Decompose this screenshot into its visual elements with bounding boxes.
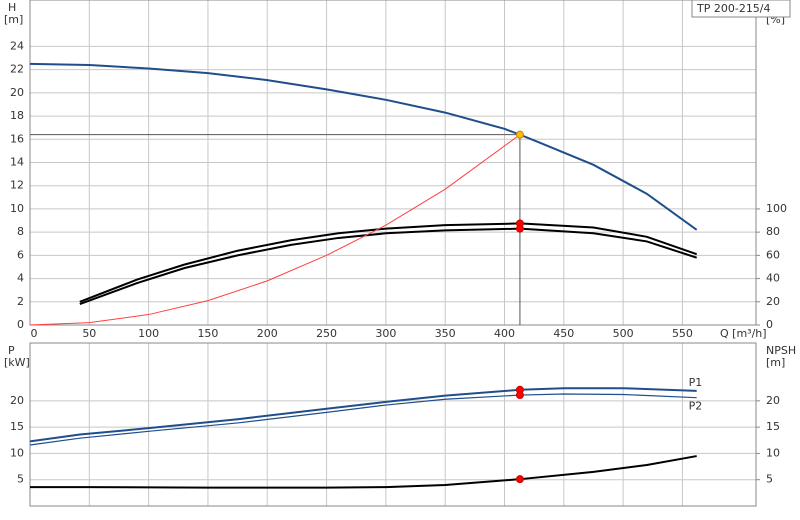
plot-frame	[29, 0, 757, 326]
y2-tick-label: 10	[766, 446, 780, 459]
y-tick-label: 0	[17, 318, 24, 331]
series-line	[29, 393, 697, 446]
x-tick-label: 50	[82, 327, 96, 340]
y-tick-label: 14	[10, 156, 24, 169]
x-tick-label: 500	[613, 327, 634, 340]
y-tick-label: 8	[17, 225, 24, 238]
y2-tick-label: 15	[766, 420, 780, 433]
x-tick-label: 200	[257, 327, 278, 340]
y-axis-unit: [kW]	[4, 356, 30, 369]
series-line	[29, 134, 521, 326]
y-tick-label: 12	[10, 179, 24, 192]
y2-tick-label: 0	[766, 318, 773, 331]
y-tick-label: 24	[10, 39, 24, 52]
operating-point	[515, 130, 524, 139]
x-tick-label: 400	[494, 327, 515, 340]
x-tick-label: 450	[553, 327, 574, 340]
y-tick-label: 16	[10, 132, 24, 145]
x-axis-label: Q [m³/h]	[720, 327, 767, 340]
operating-point	[515, 391, 524, 400]
series-label: P2	[689, 400, 703, 413]
series-line	[79, 227, 697, 306]
plot-frame	[29, 342, 757, 507]
chart-title: TP 200-215/4	[696, 2, 771, 15]
y-tick-label: 15	[10, 420, 24, 433]
title-box	[691, 0, 791, 18]
y2-tick-label: 40	[766, 272, 780, 285]
y2-tick-label: 100	[766, 202, 787, 215]
y2-tick-label: 80	[766, 225, 780, 238]
y-tick-label: 10	[10, 446, 24, 459]
x-tick-label: 150	[197, 327, 218, 340]
series-line	[29, 62, 698, 231]
x-tick-label: 0	[31, 327, 38, 340]
y2-tick-label: 5	[766, 473, 773, 486]
x-tick-label: 300	[375, 327, 396, 340]
y-axis-label: H	[8, 1, 16, 14]
y-tick-label: 5	[17, 473, 24, 486]
y-tick-label: 20	[10, 394, 24, 407]
x-tick-label: 550	[672, 327, 693, 340]
x-tick-label: 100	[138, 327, 159, 340]
y-tick-label: 18	[10, 109, 24, 122]
y-tick-label: 4	[17, 272, 24, 285]
y-axis-unit: [m]	[4, 13, 23, 26]
y2-tick-label: 20	[766, 394, 780, 407]
y2-tick-label: 60	[766, 248, 780, 261]
operating-point	[515, 224, 524, 233]
x-tick-label: 350	[435, 327, 456, 340]
operating-point	[515, 475, 524, 484]
y-tick-label: 22	[10, 63, 24, 76]
series-label: P1	[689, 376, 703, 389]
y-axis-label: P	[8, 344, 15, 357]
y2-tick-label: 20	[766, 295, 780, 308]
y-tick-label: 6	[17, 248, 24, 261]
x-tick-label: 250	[316, 327, 337, 340]
series-line	[30, 455, 697, 489]
y-tick-label: 2	[17, 295, 24, 308]
series-line	[79, 222, 698, 303]
y2-axis-label: NPSH	[766, 344, 796, 357]
y2-axis-unit: [m]	[766, 356, 785, 369]
y-tick-label: 20	[10, 86, 24, 99]
y-tick-label: 10	[10, 202, 24, 215]
series-line	[29, 387, 697, 443]
